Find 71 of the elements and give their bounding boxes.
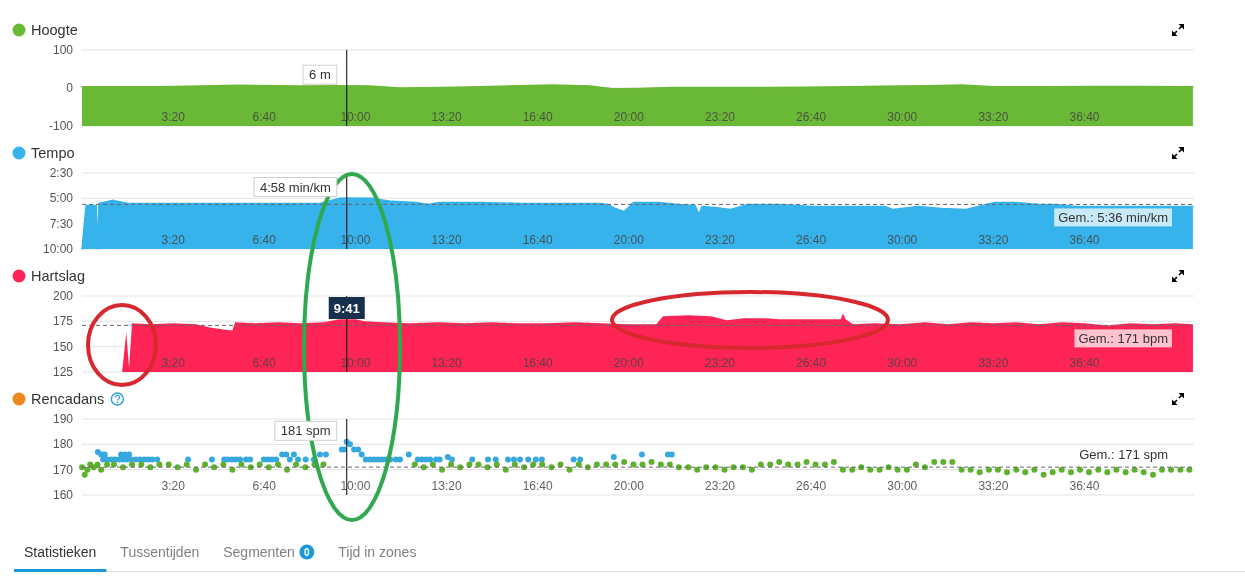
x-tick-label: 6:40: [252, 356, 277, 370]
x-tick-label: 20:00: [613, 356, 645, 370]
x-tick-label: 23:20: [704, 479, 736, 493]
annotation: 4:58 min/km: [259, 179, 331, 195]
annotation: 6 m: [309, 67, 331, 83]
chart-title: Tempo: [31, 145, 75, 161]
y-tick-label: 150: [52, 339, 74, 354]
y-tick-label: 0: [66, 81, 74, 95]
x-tick-label: 13:20: [431, 356, 462, 370]
x-tick-label: 20:00: [613, 233, 645, 247]
x-tick-label: 6:40: [252, 110, 277, 124]
y-tick-label: 190: [52, 412, 74, 426]
x-tick-label: 6:40: [252, 233, 277, 247]
y-tick-label: 175: [52, 314, 74, 329]
annotation: 181 spm: [280, 423, 331, 439]
x-tick-label: 33:20: [978, 110, 1009, 124]
y-tick-label: 10:00: [42, 242, 74, 256]
text: Tussentijden: [120, 544, 200, 560]
x-tick-label: 23:20: [704, 110, 736, 124]
x-tick-label: 16:40: [522, 479, 554, 493]
x-tick-label: 33:20: [978, 356, 1009, 370]
y-tick-label: 100: [52, 43, 74, 57]
annotation: 9:41: [333, 300, 360, 316]
x-tick-label: 16:40: [522, 110, 554, 124]
x-tick-label: 30:00: [887, 479, 918, 493]
x-tick-label: 30:00: [887, 110, 918, 124]
x-tick-label: 36:40: [1069, 356, 1100, 370]
x-tick-label: 13:20: [431, 479, 462, 493]
x-tick-label: 13:20: [431, 110, 462, 124]
y-tick-label: 180: [52, 437, 74, 452]
y-tick-label: -100: [48, 119, 74, 133]
x-tick-label: 26:40: [796, 110, 827, 124]
text: Statistieken: [24, 544, 97, 560]
x-tick-label: 36:40: [1069, 479, 1100, 493]
x-tick-label: 3:20: [161, 233, 186, 247]
x-tick-label: 36:40: [1069, 233, 1100, 247]
x-tick-label: 33:20: [978, 233, 1009, 247]
x-tick-label: 23:20: [704, 233, 736, 247]
text: 0: [304, 546, 311, 558]
x-tick-label: 26:40: [796, 479, 827, 493]
y-tick-label: 125: [52, 365, 74, 379]
x-tick-label: 26:40: [796, 356, 827, 370]
x-tick-label: 23:20: [704, 356, 736, 370]
x-tick-label: 33:20: [978, 479, 1009, 493]
x-tick-label: 20:00: [613, 110, 645, 124]
x-tick-label: 36:40: [1069, 110, 1100, 124]
x-tick-label: 30:00: [887, 233, 918, 247]
ref-line-label: Gem.: 171 spm: [1079, 446, 1168, 462]
x-tick-label: 3:20: [161, 356, 186, 370]
y-tick-label: 160: [52, 488, 74, 502]
y-tick-label: 170: [52, 462, 74, 477]
text: Segmenten: [223, 544, 295, 560]
y-tick-label: 7:30: [49, 216, 74, 231]
annotation: Gem.: 5:36 min/km: [1058, 210, 1168, 226]
x-tick-label: 20:00: [613, 479, 645, 493]
x-tick-label: 16:40: [522, 356, 554, 370]
y-tick-label: 2:30: [49, 166, 74, 180]
x-tick-label: 30:00: [887, 356, 918, 370]
x-tick-label: 13:20: [431, 233, 462, 247]
y-tick-label: 5:00: [49, 191, 74, 206]
chart-title: Hoogte: [31, 22, 78, 38]
chart-title: Hartslag: [31, 268, 85, 284]
x-tick-label: 26:40: [796, 233, 827, 247]
y-tick-label: 200: [52, 289, 74, 303]
text: Tijd in zones: [338, 544, 417, 560]
x-tick-label: 6:40: [252, 479, 277, 493]
x-tick-label: 3:20: [161, 110, 186, 124]
ref-line-label: Gem.: 171 bpm: [1078, 331, 1169, 347]
x-tick-label: 3:20: [161, 479, 186, 493]
x-tick-label: 16:40: [522, 233, 554, 247]
chart-title: Rencadans: [31, 391, 105, 407]
